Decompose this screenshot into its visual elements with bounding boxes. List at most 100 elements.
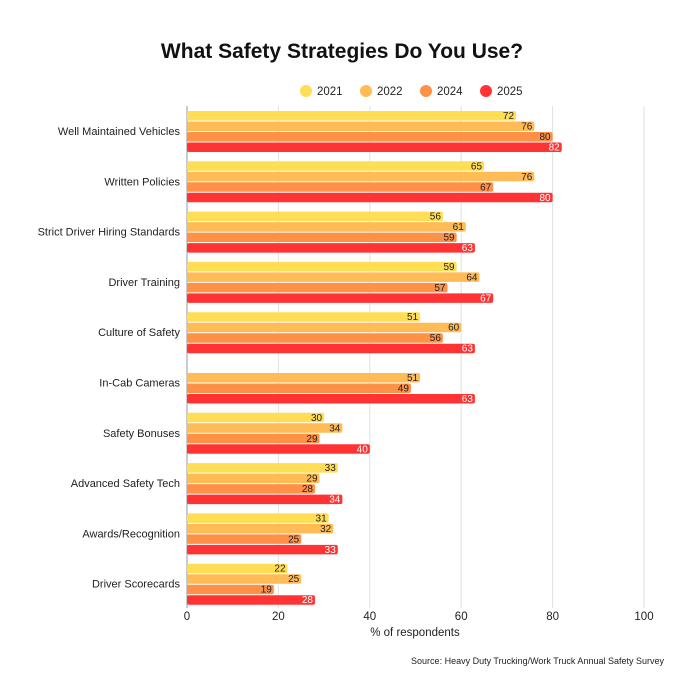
x-axis-label: % of respondents (370, 627, 460, 639)
bar-2025 (187, 192, 553, 203)
bar-2025 (187, 494, 343, 505)
category-label: Awards/Recognition (82, 528, 180, 540)
bar-2025 (187, 444, 370, 454)
legend-label: 2024 (437, 86, 463, 98)
data-label: 82 (549, 143, 561, 154)
bar-2024 (187, 182, 494, 192)
category-label: In-Cab Cameras (99, 378, 180, 390)
bar-2022 (187, 222, 466, 232)
data-label: 29 (306, 434, 318, 445)
x-tick-label: 0 (184, 611, 190, 623)
x-tick-label: 100 (634, 611, 653, 623)
data-label: 51 (407, 312, 419, 323)
data-label: 33 (325, 545, 337, 556)
category-label: Driver Training (108, 277, 180, 289)
data-label: 64 (466, 272, 478, 283)
legend-label: 2022 (377, 86, 403, 98)
data-label: 67 (480, 293, 492, 304)
bar-2024 (187, 282, 448, 293)
x-tick-label: 20 (272, 611, 285, 623)
x-tick-label: 60 (455, 611, 468, 623)
bar-2021 (187, 412, 325, 423)
data-label: 28 (302, 595, 314, 606)
data-label: 56 (430, 333, 442, 344)
bar-2025 (187, 343, 475, 354)
category-label: Well Maintained Vehicles (58, 126, 181, 138)
category-label: Strict Driver Hiring Standards (38, 227, 181, 239)
bar-2021 (187, 261, 457, 272)
category-label: Driver Scorecards (92, 579, 181, 591)
bar-2025 (187, 595, 315, 605)
bar-2025 (187, 394, 475, 404)
bar-2025 (187, 243, 475, 253)
data-label: 19 (261, 585, 273, 596)
data-label: 29 (306, 474, 318, 485)
data-label: 61 (453, 222, 465, 233)
data-label: 67 (480, 182, 492, 193)
category-label: Written Policies (104, 176, 180, 188)
data-label: 28 (302, 484, 314, 495)
category-label: Safety Bonuses (103, 428, 181, 440)
data-label: 59 (444, 262, 456, 273)
bar-2022 (187, 373, 421, 383)
bar-2021 (187, 211, 443, 222)
data-label: 31 (316, 513, 328, 524)
bar-2025 (187, 142, 562, 152)
data-label: 30 (311, 413, 323, 424)
data-label: 63 (462, 394, 474, 405)
chart-title: What Safety Strategies Do You Use? (161, 40, 523, 63)
bar-2021 (187, 513, 329, 523)
bar-2024 (187, 433, 320, 444)
legend-label: 2025 (497, 86, 523, 98)
legend-label: 2021 (317, 86, 343, 98)
bar-2021 (187, 111, 517, 121)
x-tick-label: 80 (546, 611, 559, 623)
data-label: 56 (430, 212, 442, 223)
data-label: 32 (320, 524, 332, 535)
category-label: Advanced Safety Tech (71, 478, 180, 490)
bar-2021 (187, 563, 288, 574)
bar-2024 (187, 333, 443, 343)
data-label: 63 (462, 344, 474, 355)
bar-2022 (187, 523, 334, 534)
data-label: 33 (325, 463, 337, 474)
bar-2022 (187, 473, 320, 484)
data-label: 76 (521, 172, 533, 183)
bar-2022 (187, 423, 343, 433)
legend-swatch (360, 85, 372, 97)
legend-swatch (420, 85, 432, 97)
data-label: 40 (357, 444, 369, 455)
data-label: 22 (274, 564, 286, 575)
bar-2024 (187, 232, 457, 243)
bar-2022 (187, 322, 462, 333)
data-label: 80 (539, 132, 551, 143)
data-label: 72 (503, 111, 515, 122)
data-label: 51 (407, 373, 419, 384)
source-note: Source: Heavy Duty Trucking/Work Truck A… (411, 656, 664, 666)
data-label: 59 (444, 233, 456, 244)
data-label: 80 (539, 193, 551, 204)
bar-2021 (187, 312, 421, 322)
bar-2022 (187, 574, 302, 584)
bar-2024 (187, 534, 302, 544)
bar-2024 (187, 484, 315, 494)
data-label: 65 (471, 161, 483, 172)
data-label: 60 (448, 323, 460, 334)
data-label: 76 (521, 122, 533, 133)
bar-2022 (187, 272, 480, 282)
bar-2024 (187, 132, 553, 142)
data-label: 25 (288, 534, 300, 545)
x-tick-label: 40 (363, 611, 376, 623)
bar-2022 (187, 171, 535, 182)
category-label: Culture of Safety (98, 327, 180, 339)
bar-2024 (187, 584, 274, 595)
data-label: 63 (462, 243, 474, 254)
data-label: 57 (434, 283, 446, 294)
bar-2021 (187, 161, 485, 171)
bar-2024 (187, 383, 411, 393)
bar-2022 (187, 121, 535, 131)
legend-swatch (480, 85, 492, 97)
data-label: 34 (329, 495, 341, 506)
bar-2025 (187, 293, 494, 303)
